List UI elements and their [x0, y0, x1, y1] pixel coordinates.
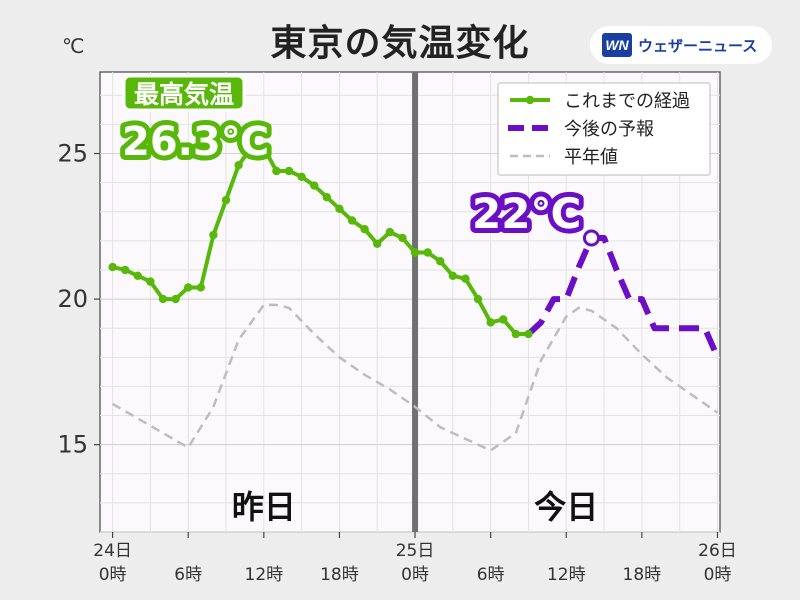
observed-point: [398, 233, 407, 243]
observed-point: [297, 172, 306, 182]
observed-point: [473, 294, 483, 304]
observed-line: [112, 145, 529, 337]
legend-label: 今後の予報: [564, 119, 654, 140]
observed-point: [423, 248, 432, 257]
observed-point: [184, 283, 193, 292]
chart-title: 東京の気温変化: [270, 23, 530, 64]
x-tick-label-date: 25日: [396, 541, 435, 561]
y-tick-label: 20: [57, 285, 88, 313]
brand-name: ウェザーニュース: [638, 36, 758, 55]
max-badge-label: 最高気温: [134, 80, 234, 109]
observed-point: [196, 283, 206, 292]
observed-point: [108, 262, 117, 272]
observed-point: [259, 143, 269, 152]
observed-point: [499, 315, 508, 324]
observed-point: [133, 271, 143, 280]
observed-point: [385, 227, 395, 237]
observed-point: [146, 277, 155, 286]
y-tick-label: 15: [57, 431, 88, 459]
x-tick-label-date: 24日: [93, 541, 132, 561]
legend-marker-observed: [525, 95, 535, 105]
observed-point: [272, 166, 281, 176]
brand-mark: WN: [602, 33, 632, 57]
forecast-max-value: 22℃: [472, 189, 581, 238]
x-tick-label-date: 26日: [698, 541, 737, 561]
max-value: 26.3℃: [122, 119, 269, 165]
x-tick-label-hour: 6時: [477, 565, 505, 585]
max-badge-box: [122, 74, 246, 112]
normal-line: [111, 303, 719, 452]
observed-point: [284, 166, 294, 176]
x-tick-label-hour: 18時: [623, 565, 662, 585]
x-tick-label-hour: 0時: [401, 565, 429, 585]
y-tick-label: 25: [57, 140, 88, 168]
observed-point: [347, 216, 357, 225]
observed-point: [335, 204, 344, 214]
observed-point: [322, 192, 332, 202]
observed-point: [158, 294, 168, 304]
observed-point: [436, 257, 445, 266]
legend-label: これまでの経過: [564, 91, 690, 112]
x-tick-label-hour: 12時: [245, 565, 284, 585]
observed-point: [121, 265, 130, 275]
day-label: 今日: [534, 488, 598, 526]
observed-point: [486, 318, 495, 327]
legend-box: [497, 82, 711, 176]
brand-logo: WN ウェザーニュース: [590, 26, 772, 64]
y-axis-unit: ℃: [62, 34, 85, 58]
forecast-max-marker: [582, 229, 600, 247]
observed-point: [410, 248, 420, 257]
observed-point: [448, 271, 458, 280]
legend-label: 平年値: [564, 147, 618, 168]
observed-point: [310, 181, 319, 190]
observed-point: [171, 294, 180, 304]
observed-point: [234, 160, 243, 170]
x-tick-label-hour: 0時: [99, 565, 127, 585]
x-tick-label-hour: 12時: [547, 565, 586, 585]
x-tick-label-hour: 18時: [320, 565, 359, 585]
observed-point: [373, 239, 382, 248]
observed-point: [511, 329, 521, 339]
day-label: 昨日: [232, 488, 296, 526]
observed-point: [461, 274, 470, 283]
forecast-line: [526, 234, 721, 359]
observed-point: [221, 195, 231, 205]
x-tick-label-hour: 6時: [174, 565, 202, 585]
observed-point: [209, 230, 218, 240]
observed-point: [360, 225, 369, 234]
observed-point: [524, 329, 533, 339]
x-tick-label-hour: 0時: [704, 565, 732, 585]
observed-point: [247, 143, 256, 152]
